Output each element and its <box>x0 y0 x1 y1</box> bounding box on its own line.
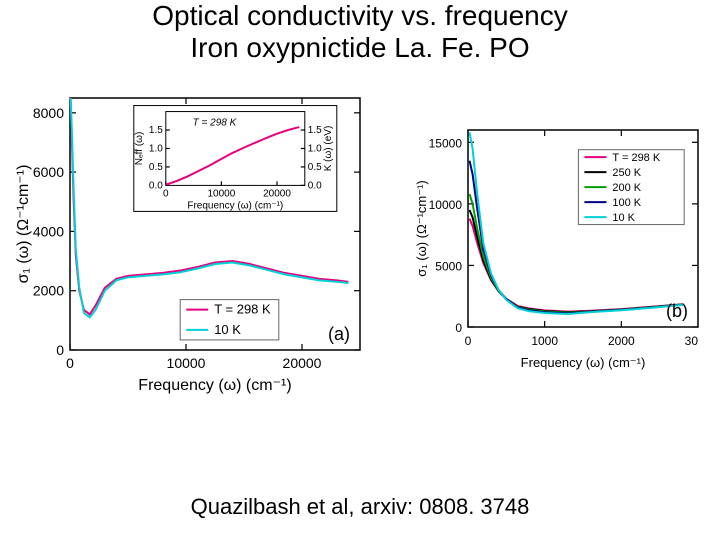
chart-b: 0 1000 2000 30 0 5000 10000 15000 Frequency (ω) … <box>410 120 710 375</box>
svg-text:100 K: 100 K <box>612 197 641 209</box>
svg-text:8000: 8000 <box>33 105 64 121</box>
chart-a: 0 10000 20000 0 2000 4000 6000 8000 Frequency (ω… <box>12 88 372 398</box>
svg-text:Frequency (ω) (cm⁻¹): Frequency (ω) (cm⁻¹) <box>187 200 283 211</box>
svg-text:0: 0 <box>66 355 74 371</box>
svg-text:T = 298 K: T = 298 K <box>612 152 660 164</box>
svg-text:30: 30 <box>685 334 699 348</box>
chart-b-svg: 0 1000 2000 30 0 5000 10000 15000 Frequency (ω) … <box>410 120 710 375</box>
svg-text:Frequency (ω) (cm⁻¹): Frequency (ω) (cm⁻¹) <box>521 355 646 370</box>
svg-text:10 K: 10 K <box>214 322 241 337</box>
svg-text:10000: 10000 <box>429 198 463 212</box>
svg-text:σ₁ (ω) (Ω⁻¹cm⁻¹): σ₁ (ω) (Ω⁻¹cm⁻¹) <box>15 165 32 284</box>
svg-text:6000: 6000 <box>33 164 64 180</box>
title-line1: Optical conductivity vs. frequency <box>152 0 568 31</box>
citation-text: Quazilbash et al, arxiv: 0808. 3748 <box>191 494 530 519</box>
svg-text:0: 0 <box>455 321 462 335</box>
svg-text:σ₁ (ω) (Ω⁻¹cm⁻¹): σ₁ (ω) (Ω⁻¹cm⁻¹) <box>414 180 429 277</box>
svg-text:20000: 20000 <box>263 188 291 199</box>
svg-text:0: 0 <box>56 342 64 358</box>
svg-text:1.0: 1.0 <box>149 143 163 154</box>
svg-text:0.5: 0.5 <box>308 162 322 173</box>
svg-text:T = 298 K: T = 298 K <box>193 118 238 129</box>
slide: Optical conductivity vs. frequency Iron … <box>0 0 720 540</box>
svg-text:5000: 5000 <box>435 259 462 273</box>
svg-text:4000: 4000 <box>33 223 64 239</box>
citation: Quazilbash et al, arxiv: 0808. 3748 <box>0 494 720 520</box>
svg-text:200 K: 200 K <box>612 182 641 194</box>
svg-text:10 K: 10 K <box>612 212 635 224</box>
svg-text:1.5: 1.5 <box>308 125 322 136</box>
svg-text:K (ω) (eV): K (ω) (eV) <box>323 126 334 172</box>
slide-title: Optical conductivity vs. frequency Iron … <box>0 0 720 64</box>
svg-text:0: 0 <box>163 188 169 199</box>
svg-text:10000: 10000 <box>207 188 235 199</box>
chart-a-svg: 0 10000 20000 0 2000 4000 6000 8000 Frequency (ω… <box>12 88 372 398</box>
svg-text:(b): (b) <box>666 301 688 321</box>
svg-text:0.5: 0.5 <box>149 162 163 173</box>
title-line2: Iron oxypnictide La. Fe. PO <box>190 32 529 63</box>
svg-text:0: 0 <box>465 334 472 348</box>
svg-text:15000: 15000 <box>429 136 463 150</box>
svg-text:Nₑff (ω): Nₑff (ω) <box>134 132 145 166</box>
svg-text:0.0: 0.0 <box>149 180 163 191</box>
svg-text:1.0: 1.0 <box>308 143 322 154</box>
svg-text:10000: 10000 <box>167 355 206 371</box>
svg-text:1.5: 1.5 <box>149 125 163 136</box>
svg-text:T = 298 K: T = 298 K <box>214 302 271 317</box>
svg-text:2000: 2000 <box>608 334 635 348</box>
svg-text:20000: 20000 <box>283 355 322 371</box>
svg-text:Frequency (ω) (cm⁻¹): Frequency (ω) (cm⁻¹) <box>138 377 291 394</box>
svg-text:1000: 1000 <box>531 334 558 348</box>
svg-text:2000: 2000 <box>33 283 64 299</box>
svg-text:(a): (a) <box>328 324 350 344</box>
svg-text:250 K: 250 K <box>612 167 641 179</box>
svg-text:0.0: 0.0 <box>308 180 322 191</box>
